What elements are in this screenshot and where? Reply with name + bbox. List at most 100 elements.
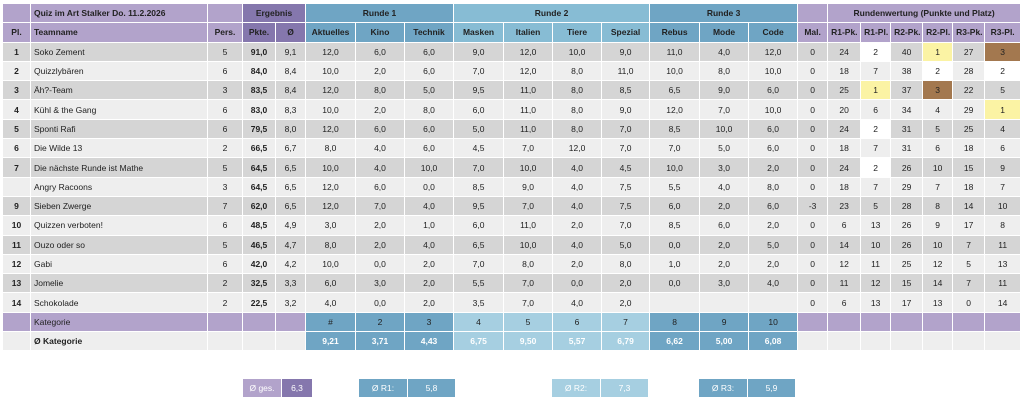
score-cell: 8,0 <box>601 253 651 275</box>
score-cell: 9,0 <box>601 99 651 120</box>
score-cell: 11,0 <box>503 215 554 236</box>
team-name-cell: Sponti Rafi <box>30 118 208 140</box>
col-masken: Masken <box>453 22 505 43</box>
col-italien: Italien <box>503 22 554 43</box>
r2-points-cell: 26 <box>890 234 924 255</box>
col-kino: Kino <box>355 22 405 43</box>
r2-points-cell: 38 <box>890 60 924 82</box>
team-name-cell: Ouzo oder so <box>30 234 208 255</box>
r3-points-cell: 17 <box>952 215 986 236</box>
col-pers: Pers. <box>207 22 243 43</box>
category-spacer <box>242 311 276 333</box>
r2-place-cell: 7 <box>922 176 954 197</box>
score-cell: 2,0 <box>699 195 750 217</box>
col-aktuelles: Aktuelles <box>305 22 356 43</box>
persons-cell: 5 <box>207 234 243 255</box>
table-row: 11 Ouzo oder so 5 46,5 4,7 8,0 2,0 4,0 6,5 10,0 4,… <box>2 234 1022 255</box>
score-cell: 3,0 <box>699 273 750 294</box>
persons-cell: 5 <box>207 157 243 178</box>
persons-cell: 6 <box>207 253 243 275</box>
r1-place-cell: 5 <box>860 195 892 217</box>
r3-points-cell: 18 <box>952 138 986 159</box>
score-cell: 8,0 <box>552 99 603 120</box>
points-cell: 48,5 <box>242 215 276 236</box>
summary-gesamt-value: 6,3 <box>282 379 313 397</box>
score-cell: 10,0 <box>305 157 356 178</box>
score-cell: 3,5 <box>453 292 505 313</box>
r1-points-cell: 18 <box>827 138 862 159</box>
avg-cell: 4,7 <box>275 234 306 255</box>
score-cell: 7,5 <box>601 195 651 217</box>
category-average-value: 3,71 <box>355 331 405 352</box>
team-name-cell: Angry Racoons <box>30 176 208 197</box>
category-spacer <box>860 311 892 333</box>
category-average-value: 6,75 <box>453 331 505 352</box>
place-cell: 7 <box>2 157 31 178</box>
score-cell: 4,0 <box>699 41 750 62</box>
r2-place-cell: 9 <box>922 215 954 236</box>
r1-points-cell: 18 <box>827 176 862 197</box>
avg-spacer <box>860 331 892 352</box>
score-cell: 2,0 <box>403 273 455 294</box>
table-row: 1 Soko Zement 5 91,0 9,1 12,0 6,0 6,0 9,0 12,0 10,… <box>2 41 1022 62</box>
col-r1pk: R1-Pk. <box>827 22 862 43</box>
persons-cell: 2 <box>207 292 243 313</box>
category-spacer <box>922 311 954 333</box>
r2-points-cell: 31 <box>890 138 924 159</box>
r2-place-cell: 13 <box>922 292 954 313</box>
score-cell: 6,0 <box>453 99 505 120</box>
malus-cell: 0 <box>797 80 829 101</box>
ergebnis-header: Ergebnis <box>242 2 306 24</box>
malus-cell: -3 <box>797 195 829 217</box>
points-cell: 22,5 <box>242 292 276 313</box>
r3-points-cell: 7 <box>952 234 986 255</box>
score-cell: 6,0 <box>453 215 505 236</box>
score-cell: 6,0 <box>403 138 455 159</box>
col-r1pl: R1-Pl. <box>860 22 892 43</box>
avg-spacer <box>922 331 954 352</box>
score-cell: 9,0 <box>453 41 505 62</box>
score-cell: 6,0 <box>748 80 799 101</box>
score-cell: 3,0 <box>355 273 405 294</box>
r1-place-cell: 7 <box>860 138 892 159</box>
summary-r1: Ø R1: 5,8 <box>359 379 456 397</box>
score-cell: 10,0 <box>403 157 455 178</box>
score-cell: 4,0 <box>552 157 603 178</box>
score-cell: 4,0 <box>403 234 455 255</box>
score-cell: 12,0 <box>305 80 356 101</box>
r2-points-cell: 37 <box>890 80 924 101</box>
score-cell: 8,0 <box>305 234 356 255</box>
summary-gesamt: Ø ges. 6,3 <box>243 379 313 397</box>
r1-place-cell: 2 <box>860 41 892 62</box>
score-cell: 8,0 <box>699 60 750 82</box>
score-cell: 8,0 <box>552 60 603 82</box>
col-pl: Pl. <box>2 22 31 43</box>
category-number: 6 <box>552 311 603 333</box>
category-average-value: 9,50 <box>503 331 554 352</box>
score-cell: 4,5 <box>453 138 505 159</box>
r2-place-cell: 3 <box>922 80 954 101</box>
category-average-label: Ø Kategorie <box>30 331 208 352</box>
malus-cell: 0 <box>797 253 829 275</box>
score-cell: 10,0 <box>503 157 554 178</box>
score-cell: 7,0 <box>355 195 405 217</box>
r3-points-cell: 25 <box>952 118 986 140</box>
table-row: 14 Schokolade 2 22,5 3,2 4,0 0,0 2,0 3,5 7,0 4,0 2,… <box>2 292 1022 313</box>
score-cell: 8,5 <box>453 176 505 197</box>
score-cell: 0,0 <box>355 292 405 313</box>
r2-place-cell: 4 <box>922 99 954 120</box>
r3-points-cell: 15 <box>952 157 986 178</box>
results-table: Quiz im Art Stalker Do. 11.2.2026 Ergebn… <box>2 2 1022 352</box>
place-cell: 2 <box>2 60 31 82</box>
score-cell: 2,0 <box>748 215 799 236</box>
corner-cell <box>2 2 31 24</box>
score-cell: 10,0 <box>649 60 701 82</box>
runde3-header: Runde 3 <box>649 2 799 24</box>
category-number: 3 <box>403 311 455 333</box>
score-cell: 7,0 <box>503 195 554 217</box>
summary-r2-label: Ø R2: <box>552 379 601 397</box>
r3-place-cell: 1 <box>984 99 1022 120</box>
r1-place-cell: 6 <box>860 99 892 120</box>
score-cell: 6,0 <box>305 273 356 294</box>
category-average-value: 5,57 <box>552 331 603 352</box>
